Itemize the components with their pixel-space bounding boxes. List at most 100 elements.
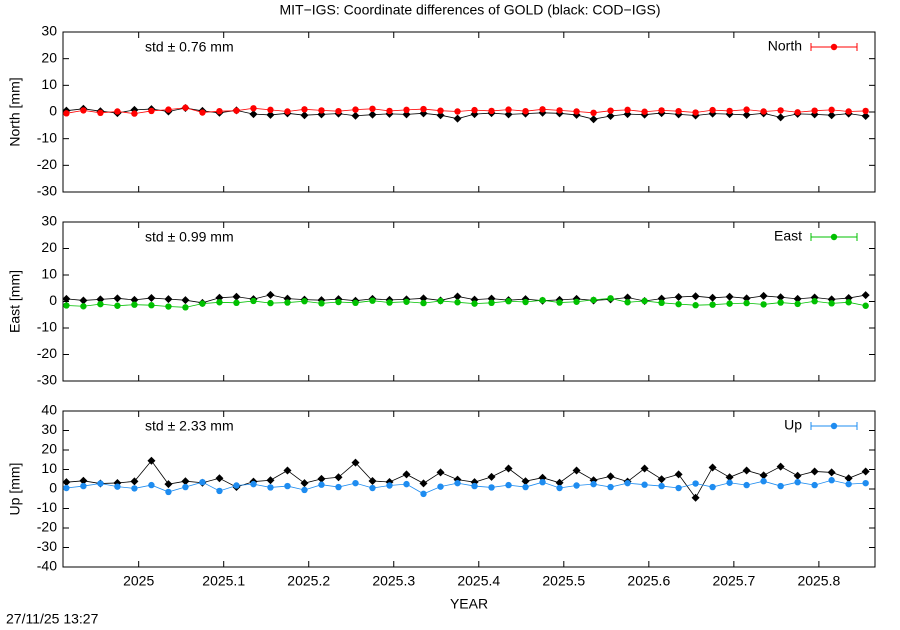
x-tick-label: 2025.2	[287, 573, 330, 589]
data-point	[148, 481, 155, 489]
data-point	[709, 483, 716, 491]
data-point	[436, 468, 445, 477]
data-point	[402, 470, 411, 479]
data-point	[80, 303, 87, 310]
x-tick-label: 2025.7	[712, 573, 755, 589]
data-point	[862, 107, 869, 115]
data-point	[708, 463, 717, 472]
data-point	[743, 481, 750, 489]
data-point	[658, 107, 665, 114]
data-point	[131, 110, 138, 117]
data-point	[589, 115, 598, 124]
data-point	[708, 293, 717, 302]
data-point	[79, 296, 88, 305]
data-point	[436, 111, 445, 120]
data-point	[300, 111, 309, 120]
data-point	[130, 477, 139, 486]
x-tick-label: 2025.4	[457, 573, 500, 589]
data-point	[420, 490, 427, 498]
legend-swatch	[830, 422, 838, 430]
data-point	[726, 107, 733, 115]
data-point	[147, 294, 156, 303]
y-tick-label: 30	[41, 213, 57, 229]
data-point	[301, 106, 308, 113]
data-point	[419, 294, 428, 303]
y-tick-label: -10	[37, 319, 57, 335]
data-point	[165, 106, 172, 113]
data-point	[233, 482, 240, 489]
data-point	[352, 299, 359, 307]
data-point	[351, 458, 360, 467]
data-point	[522, 298, 529, 306]
data-point	[522, 483, 529, 491]
data-point	[692, 109, 699, 116]
y-tick-label: -20	[37, 156, 57, 172]
data-point	[283, 466, 292, 475]
data-point	[97, 109, 104, 117]
data-point	[691, 292, 700, 301]
data-point	[759, 291, 768, 300]
y-tick-label: -20	[37, 345, 57, 361]
data-point	[403, 480, 410, 488]
y-tick-label: -10	[37, 129, 57, 145]
data-point	[351, 111, 360, 120]
data-point	[284, 299, 291, 306]
data-point	[504, 110, 513, 119]
data-point	[368, 110, 377, 119]
data-point	[233, 299, 240, 307]
data-point	[641, 481, 648, 488]
y-tick-label: 10	[41, 460, 57, 476]
data-point	[335, 108, 342, 115]
data-point	[572, 466, 581, 475]
data-point	[216, 108, 223, 115]
data-point	[335, 483, 342, 491]
data-point	[250, 105, 257, 112]
data-point	[794, 478, 801, 486]
data-point	[437, 483, 444, 490]
data-point	[861, 291, 870, 300]
timestamp: 27/11/25 13:27	[6, 611, 99, 627]
data-point	[657, 475, 666, 484]
data-point	[352, 479, 359, 487]
y-tick-label: 20	[41, 49, 57, 65]
data-point	[777, 107, 784, 114]
data-point	[454, 479, 461, 487]
data-point	[266, 290, 275, 299]
data-point	[573, 108, 580, 115]
data-point	[471, 106, 478, 114]
y-tick-label: -30	[37, 538, 57, 554]
data-point	[811, 298, 818, 305]
data-point	[437, 297, 444, 305]
data-point	[334, 473, 343, 482]
data-point	[249, 110, 258, 119]
data-point	[709, 301, 716, 308]
data-point	[725, 292, 734, 301]
data-point	[232, 292, 241, 301]
data-point	[793, 294, 802, 303]
data-point	[402, 110, 411, 119]
data-point	[62, 294, 71, 303]
data-point	[777, 482, 784, 490]
data-point	[607, 483, 614, 491]
data-point	[164, 480, 173, 489]
data-point	[419, 479, 428, 488]
data-point	[80, 482, 87, 490]
data-point	[776, 293, 785, 302]
data-point	[284, 108, 291, 115]
data-point	[182, 304, 189, 311]
data-point	[113, 294, 122, 303]
data-point	[504, 464, 513, 473]
series	[63, 295, 869, 311]
legend-label: North	[768, 38, 802, 54]
y-tick-label: 0	[49, 292, 57, 308]
data-point	[675, 108, 682, 115]
data-point	[759, 471, 768, 480]
data-point	[539, 478, 546, 486]
x-tick-label: 2025	[123, 573, 154, 589]
x-tick-label: 2025.8	[797, 573, 840, 589]
data-point	[63, 484, 70, 492]
y-axis-label: North [mm]	[7, 77, 23, 146]
y-tick-label: -30	[37, 372, 57, 388]
data-point	[148, 107, 155, 115]
data-point	[709, 106, 716, 114]
